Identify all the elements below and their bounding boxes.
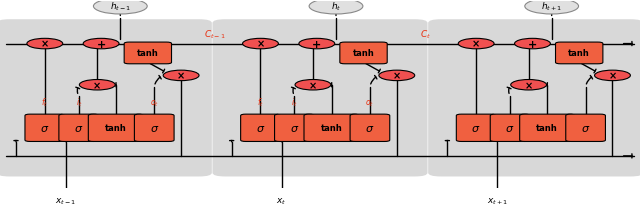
Text: tanh: tanh: [105, 124, 127, 133]
Text: $\sigma$: $\sigma$: [40, 123, 49, 133]
FancyBboxPatch shape: [340, 43, 387, 64]
FancyBboxPatch shape: [350, 115, 390, 142]
Ellipse shape: [93, 0, 147, 15]
FancyBboxPatch shape: [520, 115, 575, 142]
Text: $\sigma$: $\sigma$: [365, 123, 374, 133]
Text: tanh: tanh: [321, 124, 342, 133]
Text: $x_t$: $x_t$: [276, 196, 287, 204]
Text: ×: ×: [257, 39, 264, 49]
Text: tanh: tanh: [536, 124, 558, 133]
Ellipse shape: [515, 39, 550, 50]
FancyBboxPatch shape: [275, 115, 314, 142]
Ellipse shape: [525, 0, 579, 15]
Text: $h_{t-1}$: $h_{t-1}$: [109, 1, 131, 13]
FancyBboxPatch shape: [428, 20, 640, 177]
Text: $h_t$: $h_t$: [331, 1, 341, 13]
Text: $x_{t+1}$: $x_{t+1}$: [486, 196, 508, 204]
FancyBboxPatch shape: [212, 20, 428, 177]
Text: $x_{t-1}$: $x_{t-1}$: [55, 196, 77, 204]
Text: $o_t$: $o_t$: [150, 98, 159, 109]
FancyBboxPatch shape: [304, 115, 359, 142]
Text: $f_t$: $f_t$: [257, 96, 264, 109]
FancyBboxPatch shape: [88, 115, 143, 142]
Text: $f_t$: $f_t$: [42, 96, 48, 109]
Ellipse shape: [79, 80, 115, 91]
Text: $i_t$: $i_t$: [76, 96, 82, 109]
Ellipse shape: [511, 80, 547, 91]
Text: tanh: tanh: [137, 49, 159, 58]
Text: ×: ×: [177, 71, 185, 81]
Text: $o_t$: $o_t$: [365, 98, 374, 109]
Text: $i_t$: $i_t$: [291, 96, 298, 109]
FancyBboxPatch shape: [0, 20, 212, 177]
Text: ×: ×: [393, 71, 401, 81]
Text: ×: ×: [525, 80, 532, 90]
Text: $C_t$: $C_t$: [420, 28, 431, 41]
Text: $\sigma$: $\sigma$: [74, 123, 83, 133]
Ellipse shape: [295, 80, 331, 91]
Text: $C_{t-1}$: $C_{t-1}$: [204, 28, 226, 41]
Text: $\sigma$: $\sigma$: [290, 123, 299, 133]
Text: +: +: [528, 39, 537, 49]
Ellipse shape: [255, 193, 308, 204]
Text: +: +: [97, 39, 106, 49]
FancyBboxPatch shape: [25, 115, 65, 142]
FancyBboxPatch shape: [124, 43, 172, 64]
Text: $\sigma$: $\sigma$: [472, 123, 481, 133]
Ellipse shape: [83, 39, 119, 50]
FancyBboxPatch shape: [566, 115, 605, 142]
FancyBboxPatch shape: [490, 115, 530, 142]
Text: ×: ×: [309, 80, 317, 90]
Ellipse shape: [458, 39, 494, 50]
Text: $\sigma$: $\sigma$: [150, 123, 159, 133]
Ellipse shape: [595, 71, 630, 81]
Ellipse shape: [27, 39, 63, 50]
FancyBboxPatch shape: [59, 115, 99, 142]
Text: tanh: tanh: [353, 49, 374, 58]
Text: ×: ×: [609, 71, 616, 81]
Ellipse shape: [379, 71, 415, 81]
Ellipse shape: [163, 71, 199, 81]
Ellipse shape: [39, 193, 93, 204]
Text: ×: ×: [41, 39, 49, 49]
Text: $\sigma$: $\sigma$: [581, 123, 590, 133]
Ellipse shape: [243, 39, 278, 50]
FancyBboxPatch shape: [134, 115, 174, 142]
Text: $h_{t+1}$: $h_{t+1}$: [541, 1, 563, 13]
Text: +: +: [312, 39, 321, 49]
Text: $\sigma$: $\sigma$: [506, 123, 515, 133]
Text: ×: ×: [93, 80, 101, 90]
FancyBboxPatch shape: [241, 115, 280, 142]
Text: tanh: tanh: [568, 49, 590, 58]
Ellipse shape: [299, 39, 335, 50]
Text: $\sigma$: $\sigma$: [256, 123, 265, 133]
Ellipse shape: [470, 193, 524, 204]
Ellipse shape: [309, 0, 363, 15]
FancyBboxPatch shape: [456, 115, 496, 142]
Text: ×: ×: [472, 39, 480, 49]
FancyBboxPatch shape: [556, 43, 603, 64]
